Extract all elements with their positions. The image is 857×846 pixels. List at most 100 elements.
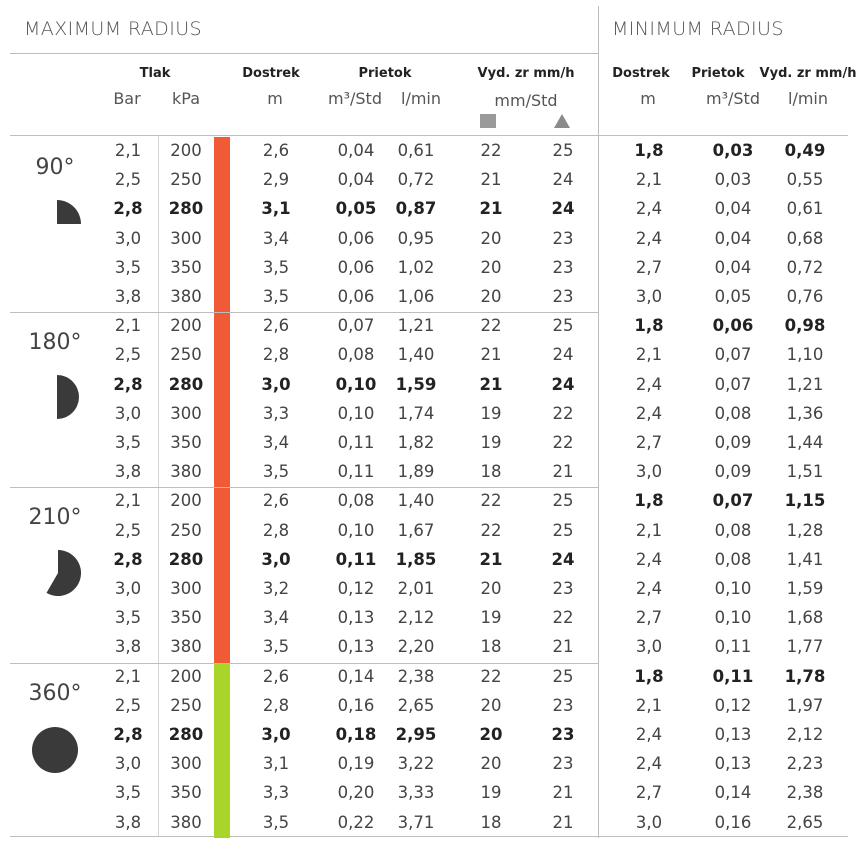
max-radius-title: MAXIMUM RADIUS	[24, 18, 202, 40]
cell-bar: 3,5	[114, 257, 142, 277]
cell-bar: 3,8	[114, 287, 142, 306]
cell-min-dostrek: 1,8	[634, 491, 664, 511]
cell-kpa: 380	[170, 637, 202, 657]
cell-kpa: 350	[170, 257, 202, 277]
cell-bar: 2,5	[114, 345, 142, 365]
cell-m3-std: 0,11	[337, 462, 375, 482]
cell-vyd-square: 20	[480, 695, 502, 715]
cell-min-l-min: 1,21	[786, 374, 824, 394]
cell-vyd-triangle: 22	[552, 608, 574, 628]
cell-l-min: 1,85	[395, 549, 437, 569]
cell-min-dostrek: 3,0	[635, 637, 663, 657]
cell-m3-std: 0,06	[337, 287, 375, 306]
header-vyd: Vyd. zr mm/h	[477, 66, 575, 81]
cell-dostrek: 2,8	[262, 345, 290, 365]
cell-vyd-triangle: 22	[552, 403, 574, 423]
pressure-color-bar	[214, 662, 230, 838]
cell-kpa: 250	[170, 345, 202, 365]
cell-m3-std: 0,16	[337, 695, 375, 715]
cell-vyd-square: 20	[480, 579, 502, 598]
cell-min-m3-std: 0,08	[714, 403, 752, 423]
cell-l-min: 1,02	[397, 257, 435, 277]
cell-min-m3-std: 0,03	[714, 170, 752, 190]
cell-m3-std: 0,05	[335, 199, 377, 219]
header-vyd-unit: mm/Std	[494, 91, 558, 110]
cell-vyd-triangle: 25	[552, 520, 574, 540]
cell-dostrek: 3,0	[261, 725, 291, 744]
cell-l-min: 1,59	[395, 374, 437, 394]
header-dostrek-unit: m	[267, 89, 283, 108]
cell-min-dostrek: 2,1	[635, 345, 663, 365]
cell-l-min: 2,65	[397, 695, 435, 715]
cell-kpa: 280	[168, 199, 204, 219]
cell-l-min: 0,95	[397, 228, 435, 248]
cell-dostrek: 3,1	[262, 754, 290, 774]
cell-vyd-triangle: 21	[552, 783, 574, 803]
210-degree-arc-icon	[46, 550, 82, 597]
cell-min-l-min: 1,68	[786, 608, 824, 628]
cell-m3-std: 0,18	[335, 725, 377, 744]
cell-vyd-square: 18	[480, 812, 502, 832]
header-kpa: kPa	[172, 89, 200, 108]
cell-min-l-min: 0,98	[784, 316, 826, 336]
cell-m3-std: 0,08	[337, 491, 375, 511]
cell-l-min: 1,40	[397, 345, 435, 365]
cell-m3-std: 0,13	[337, 637, 375, 657]
cell-bar: 2,8	[113, 199, 143, 219]
cell-dostrek: 3,0	[261, 549, 291, 569]
cell-vyd-square: 19	[480, 433, 502, 452]
cell-l-min: 1,82	[397, 433, 435, 452]
cell-dostrek: 3,2	[262, 579, 290, 598]
cell-min-m3-std: 0,13	[714, 754, 752, 774]
pressure-color-bar	[214, 137, 230, 313]
cell-min-m3-std: 0,10	[714, 608, 752, 628]
header-min-dostrek-unit: m	[640, 89, 656, 108]
cell-kpa: 300	[170, 579, 202, 598]
cell-min-l-min: 1,77	[786, 637, 824, 657]
cell-min-m3-std: 0,07	[714, 345, 752, 365]
cell-vyd-triangle: 23	[552, 257, 574, 277]
cell-l-min: 1,40	[397, 491, 435, 511]
cell-min-l-min: 1,41	[786, 549, 824, 569]
cell-min-l-min: 0,49	[784, 141, 826, 160]
cell-min-m3-std: 0,16	[714, 812, 752, 832]
cell-bar: 2,1	[114, 316, 142, 336]
cell-dostrek: 3,1	[261, 199, 291, 219]
cell-m3-std: 0,14	[337, 666, 375, 686]
bar-kpa-divider	[158, 136, 159, 836]
cell-vyd-triangle: 24	[552, 345, 574, 365]
cell-vyd-triangle: 25	[552, 666, 574, 686]
cell-vyd-triangle: 23	[552, 228, 574, 248]
cell-m3-std: 0,06	[337, 257, 375, 277]
cell-kpa: 250	[170, 695, 202, 715]
group-separator	[10, 662, 598, 664]
cell-min-dostrek: 1,8	[634, 666, 664, 686]
cell-m3-std: 0,12	[337, 579, 375, 598]
cell-dostrek: 3,5	[262, 257, 290, 277]
cell-bar: 2,8	[113, 549, 143, 569]
cell-l-min: 3,33	[397, 783, 435, 803]
cell-kpa: 380	[170, 462, 202, 482]
cell-min-dostrek: 2,4	[635, 199, 663, 219]
cell-bar: 3,8	[114, 637, 142, 657]
cell-m3-std: 0,07	[337, 316, 375, 336]
cell-min-m3-std: 0,04	[714, 199, 752, 219]
section-divider	[598, 6, 599, 838]
cell-kpa: 200	[170, 491, 202, 511]
cell-kpa: 350	[170, 783, 202, 803]
cell-bar: 2,1	[114, 666, 142, 686]
cell-bar: 3,5	[114, 433, 142, 452]
cell-min-m3-std: 0,07	[714, 374, 752, 394]
cell-min-m3-std: 0,04	[714, 228, 752, 248]
table-bottom-line	[10, 836, 848, 837]
cell-min-l-min: 1,36	[786, 403, 824, 423]
cell-vyd-square: 20	[480, 754, 502, 774]
cell-vyd-square: 21	[480, 170, 502, 190]
header-bar: Bar	[113, 89, 141, 108]
cell-vyd-square: 22	[480, 520, 502, 540]
cell-vyd-triangle: 25	[552, 141, 574, 160]
cell-l-min: 2,95	[395, 725, 437, 744]
cell-min-dostrek: 2,7	[635, 608, 663, 628]
cell-vyd-square: 20	[480, 228, 502, 248]
cell-bar: 3,8	[114, 462, 142, 482]
